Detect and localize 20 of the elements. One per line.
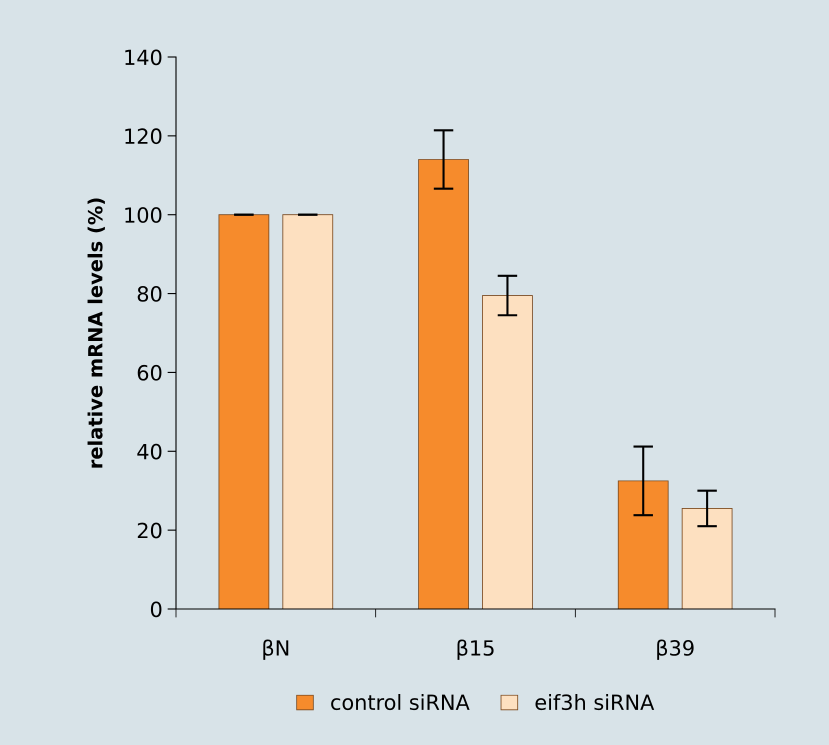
x-tick-label: β39 [657,640,694,660]
y-tick-label: 80 [138,286,162,302]
x-tick-label: βN [263,640,288,660]
y-tick-label: 120 [125,128,162,144]
bar [218,214,270,609]
bar [682,508,732,609]
y-tick-label: 100 [125,207,162,223]
y-tick-label: 20 [138,522,162,538]
y-tick-label: 40 [137,444,162,460]
y-axis-title: relative mRNA levels (%) [88,198,105,468]
y-tick-label: 60 [138,364,162,381]
bar [282,214,334,609]
y-tick-label: 140 [125,49,162,66]
x-tick-label: β15 [458,640,494,660]
legend-label: eif3h siRNA [536,694,654,710]
bar [482,295,533,609]
bar [418,159,469,609]
y-tick-label: 0 [150,601,162,618]
bar [618,480,669,609]
legend-label: control siRNA [331,694,470,710]
